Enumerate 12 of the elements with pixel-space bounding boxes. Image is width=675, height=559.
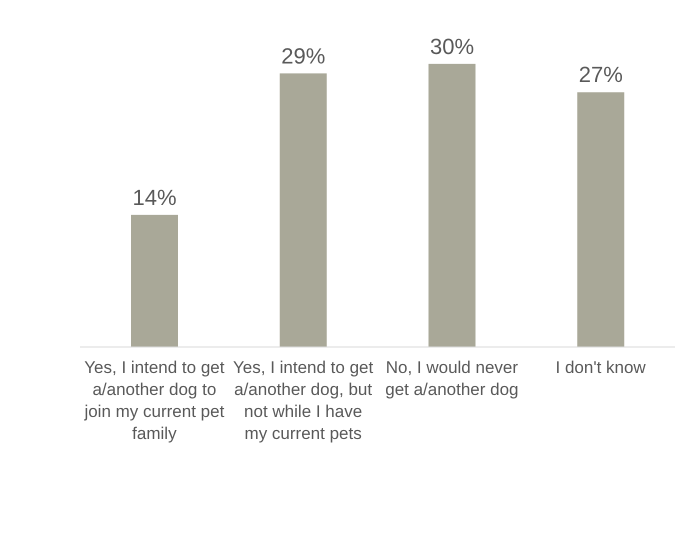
bar: [428, 64, 476, 347]
x-tick-label: Yes, I intend to get a/another dog to join my current pet family: [83, 358, 225, 444]
data-label: 29%: [281, 43, 326, 68]
x-tick-label: No, I would never get a/another dog: [385, 358, 519, 400]
data-label: 30%: [430, 34, 474, 59]
x-tick-label: Yes, I intend to get a/another dog, but not while I have my current pets: [233, 358, 374, 444]
bar: [131, 214, 178, 347]
bar: [577, 92, 624, 347]
data-label: 27%: [578, 62, 623, 88]
data-label: 14%: [132, 184, 177, 210]
bar: [280, 73, 327, 347]
x-tick-label: I don't know: [556, 358, 646, 378]
